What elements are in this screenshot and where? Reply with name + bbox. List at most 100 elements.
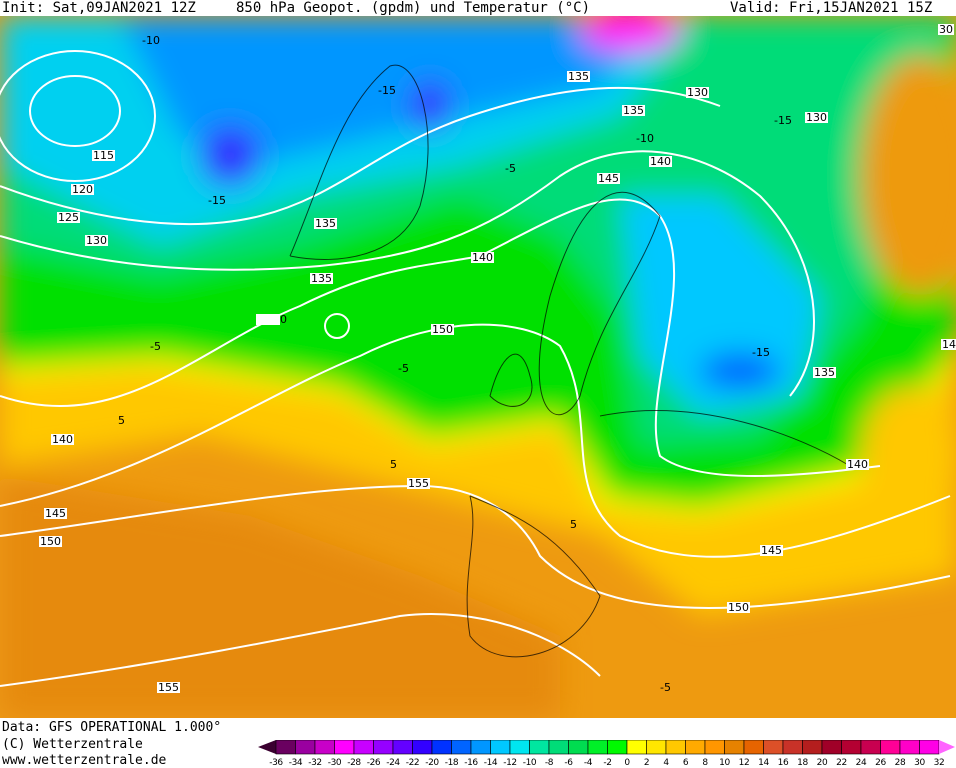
colorbar-swatch (743, 740, 764, 755)
colorbar-tick-label: 2 (644, 758, 649, 768)
isoline-label: 135 (310, 272, 333, 285)
colorbar-swatch (899, 740, 920, 755)
colorbar-tick-label: 30 (914, 758, 925, 768)
colorbar-swatch (587, 740, 608, 755)
isoline-label: 130 (805, 111, 828, 124)
colorbar-swatch (646, 740, 667, 755)
temp-label: -5 (505, 162, 516, 175)
isoline-label: 150 (39, 535, 62, 548)
isoline-label: 14 (941, 338, 956, 351)
colorbar-swatch (860, 740, 881, 755)
temp-label: -15 (378, 84, 396, 97)
colorbar-swatch (412, 740, 433, 755)
colorbar-tick-label: -16 (464, 758, 478, 768)
colorbar-tick-label: 18 (797, 758, 808, 768)
colorbar-swatch (782, 740, 803, 755)
colorbar-tick-label: -26 (367, 758, 381, 768)
colorbar-swatch (626, 740, 647, 755)
colorbar-tick-label: 10 (719, 758, 730, 768)
colorbar-swatch (841, 740, 862, 755)
temp-label: -5 (660, 681, 671, 694)
isoline-label: 140 (649, 155, 672, 168)
website-link[interactable]: www.wetterzentrale.de (2, 753, 167, 768)
colorbar-tick-label: 8 (702, 758, 708, 768)
colorbar-tick-label: 4 (663, 758, 669, 768)
colorbar-tick-label: -10 (523, 758, 537, 768)
isoline-label: 135 (813, 366, 836, 379)
colorbar-swatch (470, 740, 491, 755)
geopotential-isolines (0, 50, 951, 687)
colorbar-swatch (880, 740, 901, 755)
colorbar-tick-label: 26 (875, 758, 886, 768)
isoline-label: 155 (157, 681, 180, 694)
colorbar-tick-label: -8 (545, 758, 554, 768)
colorbar-tick-label: 24 (856, 758, 867, 768)
colorbar-tick-label: 6 (683, 758, 689, 768)
copyright: (C) Wetterzentrale (2, 737, 143, 752)
isoline-label: 140 (51, 433, 74, 446)
isoline-label: 130 (85, 234, 108, 247)
isoline-label: 145 (597, 172, 620, 185)
coastlines (289, 64, 851, 658)
isoline-label: 150 (727, 601, 750, 614)
colorbar-tick-label: -12 (503, 758, 517, 768)
colorbar-tick-label: 22 (836, 758, 847, 768)
isoline-label: 125 (57, 211, 80, 224)
colorbar-tick-label: 16 (778, 758, 789, 768)
isoline-label: 130 (686, 86, 709, 99)
colorbar-tick-label: 14 (758, 758, 769, 768)
colorbar-tick-label: -32 (308, 758, 322, 768)
colorbar-swatch (802, 740, 823, 755)
colorbar-tick-label: -28 (347, 758, 361, 768)
isoline-label: 120 (71, 183, 94, 196)
colorbar-tick-label: 20 (817, 758, 828, 768)
colorbar-tick-label: -20 (425, 758, 439, 768)
temp-label: -5 (150, 340, 161, 353)
temperature-colorbar: -36 -34 -32 -30 -28 -26 -24 -22 -20 -18 -16 -14 -12-… (258, 740, 955, 768)
colorbar-tick-label: 12 (739, 758, 750, 768)
colorbar-tick-label: -30 (328, 758, 342, 768)
colorbar-swatch (353, 740, 374, 755)
temp-label: -5 (398, 362, 409, 375)
map-title: 850 hPa Geopot. (gpdm) und Temperatur (°… (236, 0, 591, 16)
temperature-field (0, 16, 956, 718)
colorbar-swatch (295, 740, 316, 755)
temp-label: -15 (752, 346, 770, 359)
data-source: Data: GFS OPERATIONAL 1.000° (2, 720, 222, 735)
blank-label (256, 314, 280, 325)
temp-label: 5 (570, 518, 577, 531)
colorbar-swatch (724, 740, 745, 755)
colorbar-swatch (275, 740, 296, 755)
weather-map (0, 16, 956, 718)
isoline-label: 135 (567, 70, 590, 83)
colorbar-tick-label: -6 (564, 758, 573, 768)
isoline-label: 140 (471, 251, 494, 264)
isoline-label: 150 (431, 323, 454, 336)
colorbar-tick-label: -14 (484, 758, 498, 768)
temp-label: -10 (142, 34, 160, 47)
isoline-label: 140 (846, 458, 869, 471)
colorbar-swatch (451, 740, 472, 755)
colorbar-tick-label: -18 (445, 758, 459, 768)
temp-label: -15 (208, 194, 226, 207)
header: Init: Sat,09JAN2021 12Z 850 hPa Geopot. … (0, 0, 956, 16)
init-time: Init: Sat,09JAN2021 12Z (2, 0, 196, 16)
colorbar-swatch (763, 740, 784, 755)
colorbar-swatch (392, 740, 413, 755)
temp-label: -15 (774, 114, 792, 127)
colorbar-arrow-high (939, 740, 955, 754)
colorbar-swatch (431, 740, 452, 755)
colorbar-tick-label: -2 (603, 758, 611, 768)
colorbar-swatch (568, 740, 589, 755)
colorbar-swatch (314, 740, 335, 755)
colorbar-arrow-low (258, 740, 276, 754)
colorbar-tick-label: 0 (624, 758, 630, 768)
colorbar-swatch (607, 740, 628, 755)
colorbar-tick-label: -24 (386, 758, 400, 768)
isoline-label: 145 (44, 507, 67, 520)
isoline-label: 135 (622, 104, 645, 117)
colorbar-tick-label: 28 (895, 758, 906, 768)
temp-label: -10 (636, 132, 654, 145)
temp-label: 0 (280, 313, 287, 326)
isoline-label: 135 (314, 217, 337, 230)
